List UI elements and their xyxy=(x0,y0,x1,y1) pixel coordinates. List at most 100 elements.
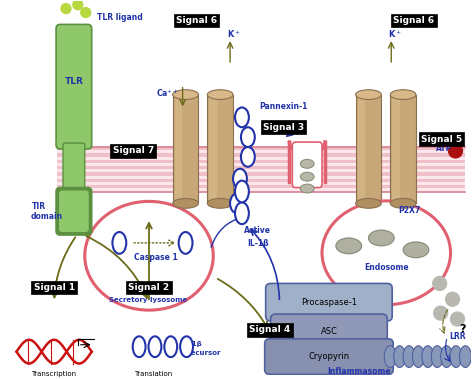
Bar xyxy=(357,95,365,204)
Text: Ca$^{++}$: Ca$^{++}$ xyxy=(156,88,178,99)
FancyBboxPatch shape xyxy=(264,339,393,374)
Text: K$^+$: K$^+$ xyxy=(388,28,402,40)
Circle shape xyxy=(451,312,465,326)
Ellipse shape xyxy=(394,346,406,368)
Text: Signal 5: Signal 5 xyxy=(421,135,462,144)
Text: ?: ? xyxy=(459,324,466,334)
Text: TLR ligand: TLR ligand xyxy=(97,13,142,22)
Circle shape xyxy=(73,0,83,9)
FancyBboxPatch shape xyxy=(271,314,387,350)
Ellipse shape xyxy=(431,346,443,368)
Text: Signal 6: Signal 6 xyxy=(393,16,435,25)
Ellipse shape xyxy=(356,90,382,100)
Bar xyxy=(57,169,465,172)
Ellipse shape xyxy=(412,346,424,368)
Bar xyxy=(207,95,233,204)
Circle shape xyxy=(446,292,459,306)
Ellipse shape xyxy=(241,127,255,147)
Text: Signal 7: Signal 7 xyxy=(112,146,154,155)
Ellipse shape xyxy=(235,181,249,202)
Ellipse shape xyxy=(300,172,314,181)
Ellipse shape xyxy=(207,90,233,100)
Bar xyxy=(210,95,217,204)
Circle shape xyxy=(61,4,71,14)
Ellipse shape xyxy=(235,202,249,224)
Ellipse shape xyxy=(450,346,462,368)
Bar xyxy=(356,95,382,204)
Ellipse shape xyxy=(164,336,177,357)
Text: IL-1β: IL-1β xyxy=(182,341,202,347)
Text: Secretory lysosome: Secretory lysosome xyxy=(109,297,188,303)
FancyBboxPatch shape xyxy=(56,188,91,235)
Text: ATP: ATP xyxy=(436,144,453,153)
FancyBboxPatch shape xyxy=(63,143,85,191)
Ellipse shape xyxy=(368,230,394,246)
Bar xyxy=(57,185,465,188)
Ellipse shape xyxy=(384,346,396,368)
Text: ASC: ASC xyxy=(320,327,337,337)
Ellipse shape xyxy=(85,201,213,310)
Text: Caspase 1: Caspase 1 xyxy=(134,253,178,262)
Text: Signal 4: Signal 4 xyxy=(249,326,290,334)
Ellipse shape xyxy=(148,336,161,357)
FancyBboxPatch shape xyxy=(265,283,392,321)
Bar xyxy=(57,147,465,150)
Ellipse shape xyxy=(173,199,199,208)
Circle shape xyxy=(433,277,447,290)
Ellipse shape xyxy=(422,346,434,368)
Ellipse shape xyxy=(300,160,314,168)
Ellipse shape xyxy=(300,184,314,193)
Text: Signal 1: Signal 1 xyxy=(34,283,75,292)
Text: precursor: precursor xyxy=(182,350,221,356)
Ellipse shape xyxy=(233,169,247,188)
Text: Signal 6: Signal 6 xyxy=(176,16,217,25)
Ellipse shape xyxy=(230,193,244,213)
Ellipse shape xyxy=(403,242,429,258)
Text: P2X7: P2X7 xyxy=(398,206,420,215)
Ellipse shape xyxy=(390,199,416,208)
Bar xyxy=(57,182,465,185)
Bar xyxy=(57,172,465,175)
Text: domain: domain xyxy=(30,212,63,221)
Text: TIR: TIR xyxy=(32,202,46,211)
Text: Signal 3: Signal 3 xyxy=(263,123,304,132)
Ellipse shape xyxy=(179,232,192,254)
Text: Transcription: Transcription xyxy=(32,371,77,377)
Bar xyxy=(57,188,465,191)
Text: Endosome: Endosome xyxy=(364,263,409,272)
Circle shape xyxy=(448,144,463,158)
Bar xyxy=(57,179,465,182)
Text: Pannexin-1: Pannexin-1 xyxy=(260,102,308,111)
FancyBboxPatch shape xyxy=(56,24,91,149)
Text: Inflammasome: Inflammasome xyxy=(327,367,391,376)
Ellipse shape xyxy=(112,232,126,254)
Text: IL-1β: IL-1β xyxy=(247,239,269,248)
Bar xyxy=(57,175,465,179)
Text: Procaspase-1: Procaspase-1 xyxy=(301,298,357,307)
Bar xyxy=(57,166,465,169)
Bar xyxy=(57,153,465,157)
Ellipse shape xyxy=(403,346,415,368)
Ellipse shape xyxy=(173,90,199,100)
Bar xyxy=(57,157,465,160)
Text: K$^+$: K$^+$ xyxy=(227,28,241,40)
Text: Cryopyrin: Cryopyrin xyxy=(309,352,349,361)
Ellipse shape xyxy=(235,108,249,127)
Ellipse shape xyxy=(459,346,471,368)
Text: Translation: Translation xyxy=(134,371,172,377)
Ellipse shape xyxy=(180,336,193,357)
Bar xyxy=(57,150,465,153)
Circle shape xyxy=(434,306,447,320)
Circle shape xyxy=(81,8,91,17)
Bar xyxy=(57,163,465,166)
Ellipse shape xyxy=(441,346,453,368)
Ellipse shape xyxy=(241,147,255,167)
FancyBboxPatch shape xyxy=(292,142,322,188)
Ellipse shape xyxy=(336,238,362,254)
Text: Signal 2: Signal 2 xyxy=(128,283,170,292)
Bar xyxy=(390,95,416,204)
Bar xyxy=(175,95,182,204)
Ellipse shape xyxy=(390,90,416,100)
Ellipse shape xyxy=(133,336,146,357)
Bar xyxy=(57,160,465,163)
